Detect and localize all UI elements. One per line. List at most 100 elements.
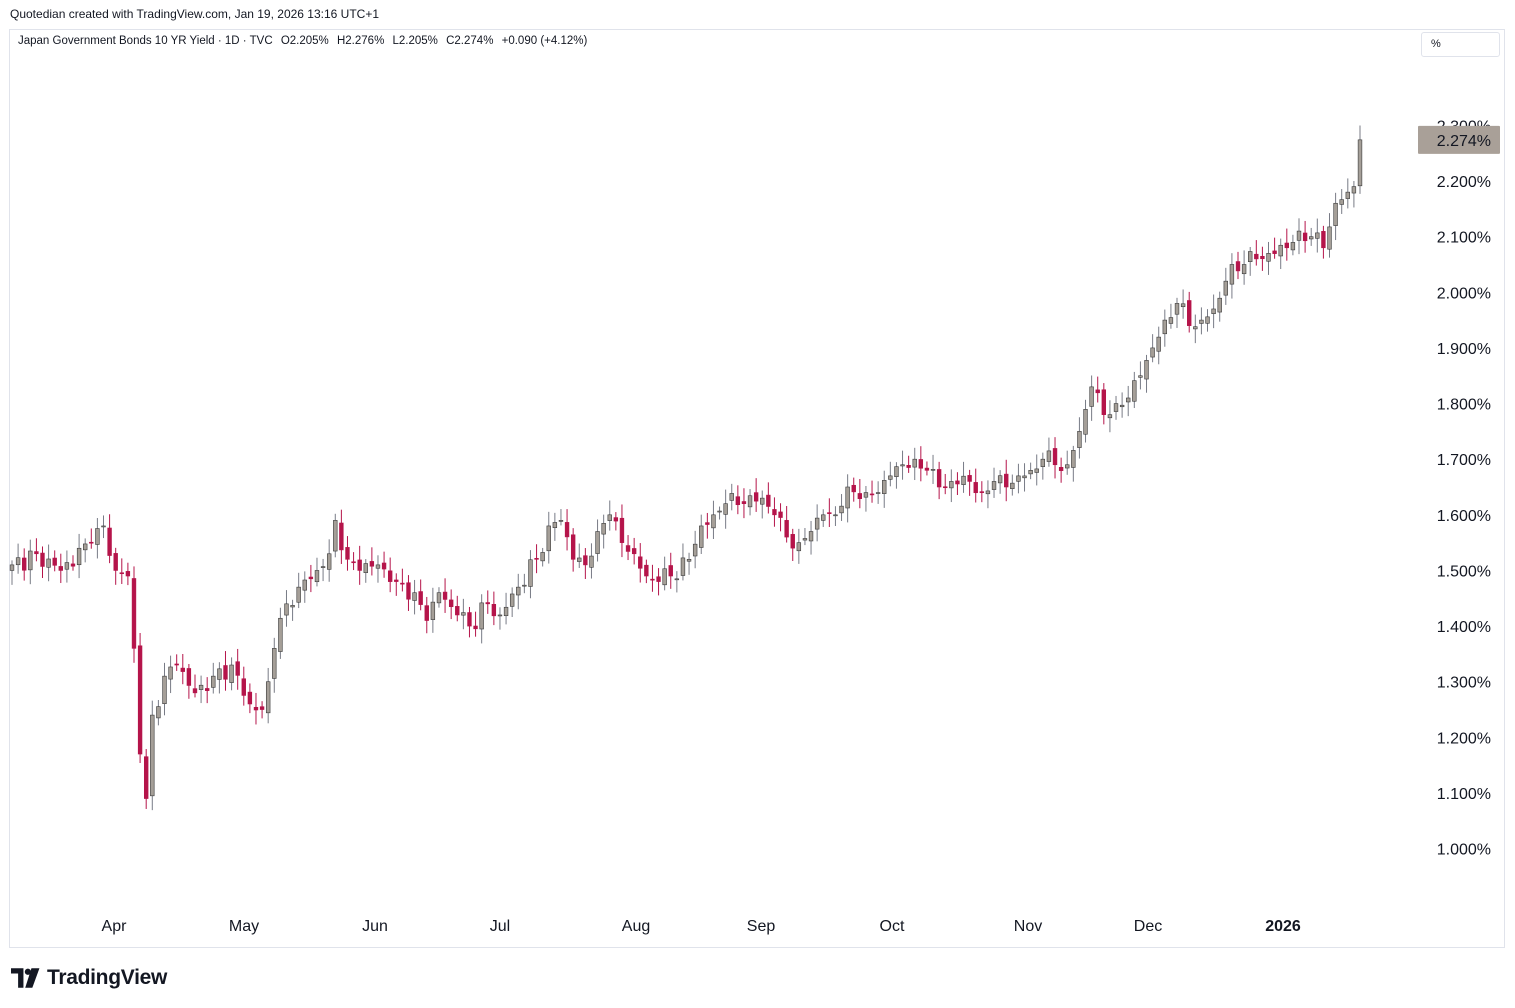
candle — [717, 506, 722, 520]
candle-body — [448, 599, 454, 608]
candle — [174, 654, 179, 671]
x-tick-label: Dec — [1134, 918, 1162, 935]
candle-body — [58, 566, 63, 571]
candle-body — [9, 564, 15, 571]
candle-body — [564, 522, 570, 538]
candle — [595, 519, 600, 562]
candle-body — [333, 520, 338, 552]
candle-body — [290, 605, 295, 608]
candle-body — [326, 553, 332, 570]
candle-body — [479, 602, 484, 630]
candle — [394, 573, 399, 596]
candle — [95, 518, 100, 559]
candle — [827, 498, 832, 527]
candle — [1205, 309, 1210, 332]
candle-body — [204, 688, 210, 691]
candle — [1095, 376, 1100, 403]
candle — [150, 700, 155, 811]
candle-body — [619, 517, 625, 543]
candle — [186, 664, 192, 699]
last-price-marker: 2.274% — [1418, 125, 1500, 154]
candle — [753, 478, 759, 512]
candle — [1193, 314, 1198, 344]
candle — [680, 543, 686, 581]
candle-body — [211, 675, 216, 688]
candle-body — [686, 559, 692, 562]
candle-body — [339, 522, 344, 551]
x-tick-label: Sep — [747, 918, 776, 935]
candle — [34, 538, 39, 562]
y-tick-label: 2.100% — [1437, 230, 1491, 247]
x-tick-label: Apr — [102, 918, 128, 935]
candle-body — [1095, 389, 1100, 394]
candle — [1174, 297, 1180, 328]
price-axis: 2.300%2.200%2.100%2.000%1.900%1.800%1.70… — [1437, 118, 1491, 858]
candle — [113, 547, 118, 585]
candle — [46, 544, 51, 582]
candle-body — [473, 625, 478, 630]
candle-body — [320, 566, 326, 568]
candle-body — [1290, 242, 1296, 251]
candle-body — [790, 534, 795, 549]
tradingview-logo-icon — [11, 968, 40, 988]
candle — [302, 571, 307, 603]
y-tick-label: 1.800% — [1437, 397, 1491, 414]
candle-body — [595, 531, 600, 554]
candle — [1040, 452, 1046, 480]
candle — [674, 571, 680, 593]
candle-body — [863, 492, 869, 498]
candle — [509, 587, 515, 618]
candle — [686, 552, 692, 575]
candle — [229, 657, 234, 691]
candle — [406, 575, 411, 611]
candle-body — [1248, 251, 1253, 262]
candle — [265, 667, 271, 724]
candle — [662, 556, 667, 591]
candle — [278, 607, 283, 659]
candle — [1187, 291, 1192, 333]
candle — [796, 528, 802, 564]
candle — [1107, 400, 1113, 433]
candle — [235, 648, 240, 690]
candle-body — [485, 602, 490, 605]
candle-body — [638, 556, 643, 569]
candle — [766, 482, 771, 514]
candle-body — [302, 579, 307, 591]
candle-body — [1199, 319, 1204, 324]
candle-body — [1107, 414, 1113, 419]
candle-body — [753, 492, 759, 502]
candle-body — [143, 756, 149, 799]
candle-body — [272, 648, 277, 679]
legend-close: C2.274% — [446, 35, 494, 47]
candle-body — [735, 496, 741, 506]
candle-body — [424, 605, 429, 621]
candle-body — [22, 557, 27, 571]
candle-body — [509, 593, 515, 607]
candle — [638, 543, 643, 583]
candle-body — [808, 531, 814, 542]
candle-body — [1327, 226, 1332, 250]
candle-body — [1229, 264, 1235, 285]
candle — [607, 500, 612, 531]
price-scale-unit-button[interactable]: % — [1421, 32, 1500, 57]
tradingview-brand[interactable]: TradingView — [11, 966, 167, 990]
candle-body — [821, 514, 826, 521]
candle — [1004, 459, 1009, 502]
candle-body — [259, 706, 265, 710]
candle — [644, 559, 649, 584]
brand-name: TradingView — [47, 966, 168, 989]
candle-body — [583, 555, 588, 566]
candle — [522, 573, 527, 594]
candle-body — [949, 481, 954, 489]
candle — [369, 547, 375, 576]
candle — [1211, 294, 1216, 329]
candle — [851, 477, 856, 502]
candle-body — [217, 668, 222, 680]
symbol-legend[interactable]: Japan Government Bonds 10 YR Yield · 1D … — [18, 35, 592, 47]
candle-body — [1022, 475, 1027, 479]
candle — [1333, 192, 1338, 241]
candle-body — [455, 606, 460, 616]
candle — [430, 587, 436, 633]
candle — [223, 651, 228, 691]
